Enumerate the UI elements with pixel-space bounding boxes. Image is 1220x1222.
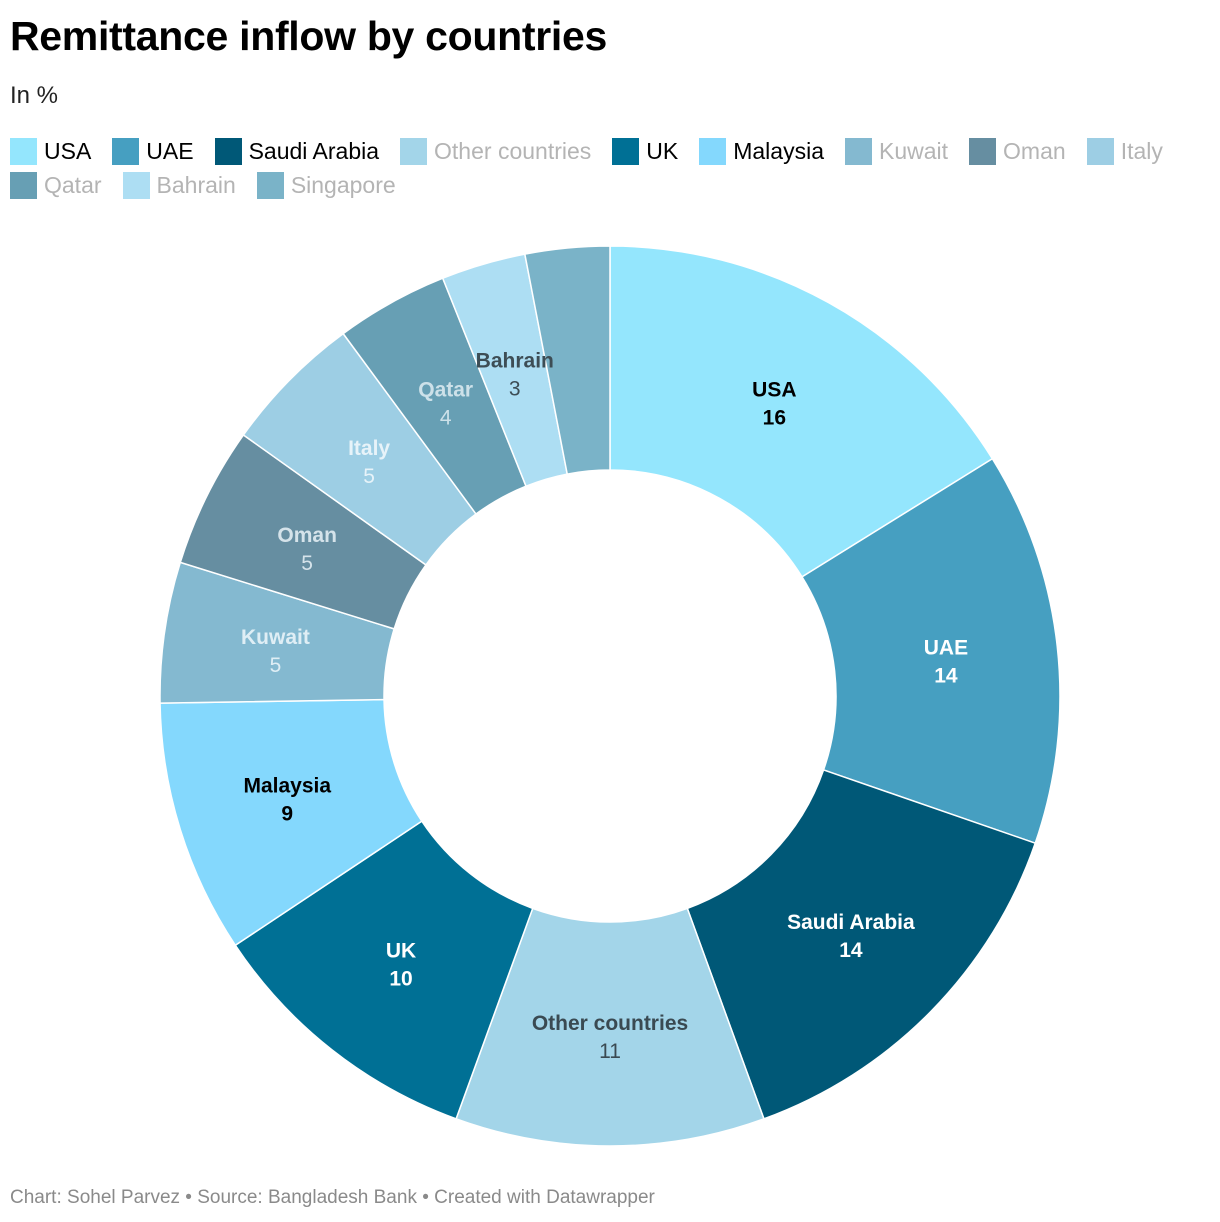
slice-label-oman: Oman 5 xyxy=(277,524,337,575)
legend-item-italy: Italy xyxy=(1086,137,1163,165)
legend-item-uk: UK xyxy=(612,137,678,165)
legend-label-saudi-arabia: Saudi Arabia xyxy=(248,138,380,164)
slice-other-countries xyxy=(455,907,765,1147)
legend-swatch-saudi-arabia xyxy=(214,137,242,165)
legend-item-bahrain: Bahrain xyxy=(122,171,236,199)
chart-labels: USA 16 UAE 14 Saudi Arabia 14 Other countries 1… xyxy=(241,350,968,1063)
legend-item-usa: USA xyxy=(10,137,91,165)
legend-label-usa: USA xyxy=(44,138,92,164)
legend-label-singapore: Singapore xyxy=(290,172,396,198)
slice-usa xyxy=(609,245,994,578)
legend-item-malaysia: Malaysia xyxy=(699,137,824,165)
slice-label-italy: Italy 5 xyxy=(348,437,390,488)
legend-swatch-malaysia xyxy=(699,137,727,165)
slice-label-kuwait: Kuwait 5 xyxy=(241,626,310,677)
legend-swatch-other-countries xyxy=(400,137,428,165)
legend-item-saudi-arabia: Saudi Arabia xyxy=(214,137,380,165)
slice-uk xyxy=(234,820,534,1120)
slice-label-malaysia: Malaysia 9 xyxy=(243,774,331,825)
legend-swatch-usa xyxy=(10,137,37,165)
legend-label-kuwait: Kuwait xyxy=(879,138,949,164)
legend-label-oman: Oman xyxy=(1003,138,1066,164)
legend-item-oman: Oman xyxy=(969,137,1066,165)
legend-item-kuwait: Kuwait xyxy=(845,137,948,165)
legend-label-italy: Italy xyxy=(1120,138,1163,164)
donut-chart: USA 16 UAE 14 Saudi Arabia 14 Other countries 1… xyxy=(159,245,1061,1147)
legend-label-qatar: Qatar xyxy=(44,172,102,198)
slice-label-uae: UAE 14 xyxy=(924,637,968,688)
chart-subtitle: In % xyxy=(10,82,59,109)
slice-label-uk: UK 10 xyxy=(386,940,416,991)
chart-legend: USA UAE Saudi Arabia Other countries UK Malay… xyxy=(10,137,1210,199)
legend-label-other-countries: Other countries xyxy=(434,138,592,164)
legend-swatch-bahrain xyxy=(122,171,150,199)
legend-item-singapore: Singapore xyxy=(256,171,396,199)
legend-swatch-kuwait xyxy=(845,137,872,165)
chart-footer: Chart: Sohel Parvez • Source: Bangladesh… xyxy=(10,1187,655,1208)
chart-slices xyxy=(159,245,1061,1147)
legend-swatch-italy xyxy=(1086,137,1114,165)
legend-swatch-uk xyxy=(612,137,640,165)
legend-item-qatar: Qatar xyxy=(10,171,102,199)
slice-singapore xyxy=(523,245,611,475)
legend-item-uae: UAE xyxy=(112,137,194,165)
legend-swatch-singapore xyxy=(256,171,284,199)
legend-label-bahrain: Bahrain xyxy=(156,172,236,198)
legend-swatch-oman xyxy=(969,137,997,165)
slice-label-usa: USA 16 xyxy=(752,379,796,430)
legend-swatch-qatar xyxy=(10,171,37,199)
legend-item-other-countries: Other countries xyxy=(400,137,591,165)
slice-saudi-arabia xyxy=(686,768,1037,1120)
legend-label-uk: UK xyxy=(646,138,679,164)
slice-uae xyxy=(801,457,1061,845)
slice-label-other-countries: Other countries 11 xyxy=(532,1012,688,1063)
legend-label-uae: UAE xyxy=(146,138,194,164)
legend-swatch-uae xyxy=(112,137,140,165)
slice-label-bahrain: Bahrain 3 xyxy=(476,350,554,401)
slice-label-saudi-arabia: Saudi Arabia 14 xyxy=(787,911,915,962)
chart-title: Remittance inflow by countries xyxy=(10,13,607,59)
slice-label-qatar: Qatar 4 xyxy=(418,379,473,430)
legend-label-malaysia: Malaysia xyxy=(733,138,824,164)
